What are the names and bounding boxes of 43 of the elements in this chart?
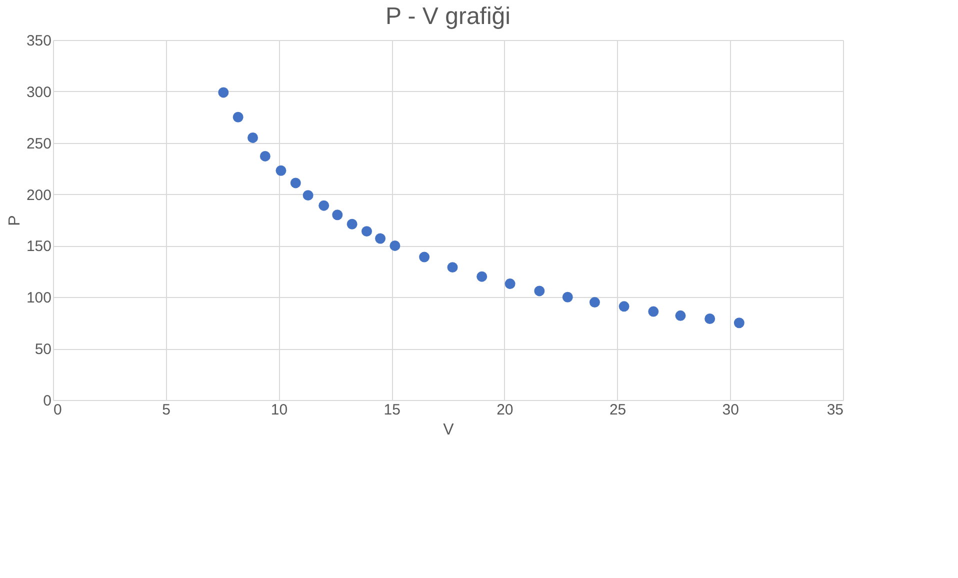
y-tick-label: 200 xyxy=(26,186,52,204)
point xyxy=(332,210,343,220)
point xyxy=(562,292,573,302)
y-tick-label: 150 xyxy=(26,238,52,256)
point xyxy=(302,190,314,201)
point xyxy=(704,314,716,324)
point xyxy=(534,286,545,296)
point xyxy=(447,262,458,273)
x-tick-label: 10 xyxy=(270,402,288,418)
y-axis-title: P xyxy=(6,215,24,226)
point xyxy=(734,318,744,328)
point xyxy=(618,301,630,312)
point xyxy=(290,178,301,188)
point xyxy=(232,112,244,122)
point xyxy=(648,306,659,317)
x-axis-title: V xyxy=(443,422,454,438)
x-tick-label: 20 xyxy=(496,402,514,418)
x-tick-label: 5 xyxy=(162,402,171,418)
x-tick-label: 15 xyxy=(384,402,400,418)
point xyxy=(248,132,258,143)
point xyxy=(504,278,516,290)
x-tick-label: 25 xyxy=(609,402,626,418)
point xyxy=(218,87,229,98)
point xyxy=(276,165,286,176)
point xyxy=(476,271,488,282)
point xyxy=(362,226,372,237)
point xyxy=(260,150,270,162)
point xyxy=(390,240,400,251)
y-tick-label: 300 xyxy=(26,84,52,101)
point xyxy=(375,233,386,244)
point xyxy=(318,200,330,211)
point xyxy=(346,218,358,230)
y-tick-label: 50 xyxy=(34,341,52,358)
point xyxy=(675,310,686,321)
chart-title: P - V grafiği xyxy=(386,3,510,30)
x-tick-label: 35 xyxy=(826,402,844,418)
y-tick-label: 350 xyxy=(26,32,52,50)
y-tick-label: 250 xyxy=(26,135,52,152)
point xyxy=(589,297,600,308)
x-tick-label: 0 xyxy=(54,402,62,418)
x-tick-label: 30 xyxy=(722,402,739,418)
point xyxy=(419,252,430,262)
y-tick-label: 100 xyxy=(26,290,52,307)
